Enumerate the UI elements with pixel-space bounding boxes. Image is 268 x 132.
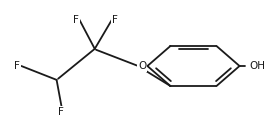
Text: O: O xyxy=(138,61,146,71)
Text: OH: OH xyxy=(249,61,265,71)
Text: F: F xyxy=(73,15,79,25)
Text: F: F xyxy=(111,15,117,25)
Text: F: F xyxy=(14,61,20,71)
Text: F: F xyxy=(58,107,64,117)
